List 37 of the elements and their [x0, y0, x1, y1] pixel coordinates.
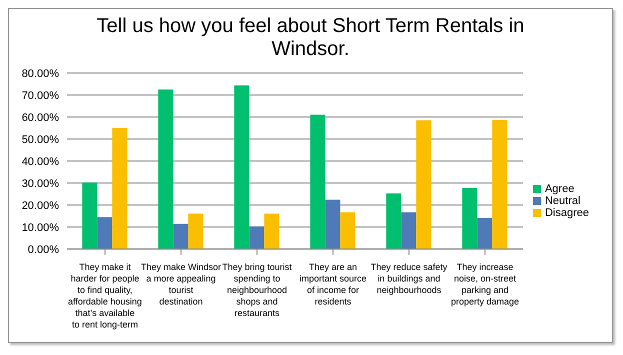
bar — [325, 200, 340, 249]
bar — [188, 214, 204, 249]
y-tick-label: 40.00% — [22, 156, 60, 168]
bar — [462, 188, 478, 249]
x-tick-label: They bring tourist spending to neighbourhood shops and restaurants — [222, 262, 292, 318]
legend-label: Neutral — [544, 195, 580, 207]
y-tick-label: 50.00% — [22, 134, 60, 146]
y-tick-label: 70.00% — [22, 90, 60, 102]
x-tick-label: They are an important source of income for residents — [299, 262, 366, 306]
x-tick-label: They make Windsor a more appealing tourist destination — [140, 262, 222, 306]
bar — [340, 212, 356, 249]
y-tick-label: 0.00% — [28, 244, 60, 256]
bar — [310, 114, 326, 249]
y-tick-label: 30.00% — [22, 178, 60, 190]
x-tick-label: They make it harder for people to find quality, affordable housing that’s available to rent long-term — [68, 262, 142, 330]
bar — [386, 193, 402, 249]
bar — [97, 217, 112, 249]
bar — [416, 120, 432, 249]
x-tick-label: They reduce safety in buildings and neighbourhoods — [370, 262, 448, 295]
y-tick-label: 20.00% — [22, 200, 60, 212]
bar — [82, 182, 98, 249]
bar — [477, 218, 492, 249]
bar — [401, 212, 416, 249]
y-tick-label: 60.00% — [22, 112, 60, 124]
y-tick-label: 80.00% — [22, 68, 60, 80]
bar — [264, 214, 280, 249]
bar — [249, 226, 264, 249]
bar — [234, 85, 250, 249]
bar — [173, 224, 188, 249]
legend-label: Agree — [544, 183, 574, 195]
bar — [158, 90, 174, 249]
bar — [492, 120, 508, 249]
bar — [112, 128, 128, 249]
x-tick-label: They increase noise, on-street parking and property damage — [450, 262, 519, 306]
legend-label: Disagree — [544, 207, 589, 219]
chart-title: Tell us how you feel about Short Term Rentals in Windsor. — [96, 14, 526, 61]
y-tick-label: 10.00% — [22, 222, 60, 234]
